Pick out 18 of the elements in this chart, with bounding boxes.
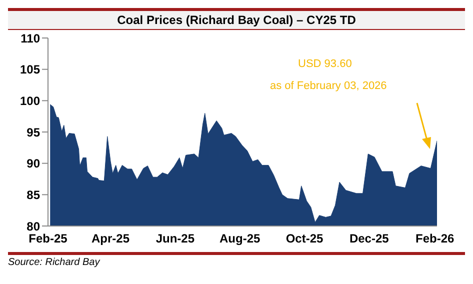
annotation: as of February 03, 2026 [270,80,387,92]
y-tick-label: 105 [20,62,40,77]
y-tick-label: 95 [26,125,40,140]
y-tick-label: 110 [20,31,40,46]
y-tick-label: 80 [26,219,40,234]
y-tick-label: 100 [20,94,40,108]
x-tick-label: Oct-25 [286,232,324,246]
source-note: Source: Richard Bay [8,257,102,268]
x-tick-label: Jun-25 [156,232,195,246]
chart-title: Coal Prices (Richard Bay Coal) – CY25 TD [8,8,465,30]
x-tick-label: Feb-25 [28,232,68,246]
y-tick-label: 90 [26,156,40,171]
annotation: USD 93.60 [298,58,352,70]
y-tick-label: 85 [26,188,40,202]
x-tick-label: Apr-25 [92,232,130,246]
x-tick-label: Feb-26 [416,232,455,246]
x-tick-label: Aug-25 [220,232,261,246]
x-tick-label: Dec-25 [349,232,390,246]
